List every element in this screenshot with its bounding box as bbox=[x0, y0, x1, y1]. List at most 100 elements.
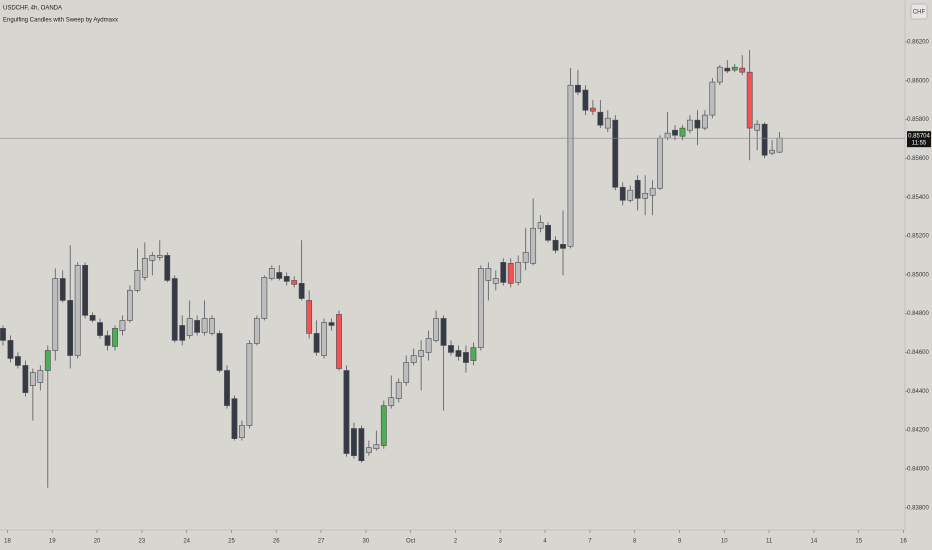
x-tick-label: 20 bbox=[94, 539, 101, 545]
candle-body bbox=[530, 227, 537, 264]
y-tick-label: 0.84600 bbox=[907, 350, 929, 356]
candle-body bbox=[380, 405, 387, 446]
candle-body bbox=[687, 119, 693, 131]
candle-body bbox=[336, 314, 342, 369]
candle-body bbox=[261, 277, 268, 319]
candle-body bbox=[59, 278, 66, 301]
candle-body bbox=[306, 300, 313, 334]
x-tick-label: 25 bbox=[228, 539, 235, 545]
candle-body bbox=[358, 428, 365, 462]
candle-body bbox=[477, 268, 484, 348]
y-tick-label: 0.85800 bbox=[907, 117, 929, 123]
candle-body bbox=[724, 67, 731, 72]
candle-body bbox=[127, 290, 133, 321]
candle-body bbox=[298, 283, 305, 299]
candle-body bbox=[373, 444, 380, 449]
candle-body bbox=[604, 117, 611, 129]
candle-body bbox=[410, 355, 417, 363]
x-tick-label: 26 bbox=[273, 539, 280, 545]
candle-body bbox=[589, 107, 596, 112]
candle-body bbox=[22, 365, 29, 393]
candle-body bbox=[164, 255, 171, 281]
candle-body bbox=[545, 225, 551, 241]
candle-body bbox=[634, 179, 641, 199]
candle-body bbox=[97, 322, 103, 336]
chart-title: USDCHF, 4h, OANDA bbox=[3, 6, 62, 12]
x-tick-label: 23 bbox=[139, 539, 146, 545]
candle-body bbox=[455, 350, 462, 357]
x-tick-label: 27 bbox=[318, 539, 325, 545]
candle-body bbox=[642, 192, 649, 199]
candle-body bbox=[149, 255, 156, 261]
candle-body bbox=[709, 81, 716, 116]
candle-body bbox=[74, 264, 81, 356]
candle-body bbox=[716, 66, 723, 83]
candle-body bbox=[0, 328, 6, 341]
candle-body bbox=[209, 318, 215, 334]
candle-body bbox=[657, 137, 663, 189]
candle-body bbox=[7, 340, 14, 359]
candle-body bbox=[731, 66, 738, 71]
x-tick-label: 18 bbox=[4, 539, 11, 545]
candle-body bbox=[268, 268, 275, 279]
candle-body bbox=[321, 322, 327, 356]
x-tick-label: 11 bbox=[766, 539, 773, 545]
candle-body bbox=[769, 149, 775, 154]
candle-body bbox=[201, 318, 208, 333]
candle-body bbox=[231, 398, 238, 439]
y-tick-label: 0.86200 bbox=[907, 39, 929, 45]
candle-body bbox=[492, 278, 499, 284]
candle-body bbox=[560, 244, 566, 249]
candle-body bbox=[15, 356, 21, 366]
candle-body bbox=[433, 318, 439, 341]
candle-body bbox=[179, 325, 186, 341]
candle-body bbox=[776, 137, 783, 153]
y-tick-label: 0.84400 bbox=[907, 389, 929, 395]
candle-body bbox=[104, 335, 111, 346]
candle-body bbox=[239, 425, 245, 438]
candle-body bbox=[186, 318, 193, 336]
candle-body bbox=[216, 333, 223, 371]
candle-body bbox=[388, 397, 395, 406]
candle-body bbox=[619, 186, 626, 201]
candle-body bbox=[67, 300, 74, 356]
y-tick-label: 0.84000 bbox=[907, 466, 929, 472]
candle-body bbox=[739, 67, 746, 73]
candle-body bbox=[440, 318, 447, 346]
x-tick-label: 3 bbox=[499, 539, 503, 545]
candle-body bbox=[463, 352, 469, 363]
candle-body bbox=[679, 127, 686, 137]
candle-body bbox=[89, 315, 96, 321]
x-tick-label: 10 bbox=[721, 539, 728, 545]
candle-body bbox=[515, 262, 522, 283]
x-tick-label: 30 bbox=[363, 539, 370, 545]
candle-body bbox=[627, 189, 634, 201]
candle-body bbox=[246, 343, 253, 426]
y-tick-label: 0.84800 bbox=[907, 311, 929, 317]
y-tick-label: 0.85400 bbox=[907, 195, 929, 201]
x-tick-label: 16 bbox=[900, 539, 907, 545]
candle-body bbox=[522, 251, 529, 263]
y-tick-label: 0.86000 bbox=[907, 78, 929, 84]
candle-body bbox=[672, 129, 678, 136]
candle-body bbox=[664, 132, 671, 139]
x-tick-label: 9 bbox=[678, 539, 682, 545]
candle-body bbox=[507, 263, 514, 284]
candle-body bbox=[485, 268, 492, 281]
currency-box[interactable] bbox=[910, 3, 928, 20]
candle-body bbox=[537, 222, 544, 229]
candle-body bbox=[276, 272, 283, 279]
candle-body bbox=[44, 350, 51, 371]
candle-body bbox=[283, 276, 290, 282]
currency-label[interactable]: CHF bbox=[913, 10, 926, 16]
candle-body bbox=[291, 280, 298, 285]
indicator-name: Engulfing Candles with Sweep by Aydmaxx bbox=[3, 18, 118, 24]
last-price-label: 0.85704 bbox=[908, 133, 930, 139]
candle-body bbox=[694, 119, 701, 129]
candle-body bbox=[597, 111, 604, 126]
x-tick-label: 19 bbox=[49, 539, 56, 545]
candle-body bbox=[119, 320, 126, 331]
candle-body bbox=[395, 382, 402, 399]
